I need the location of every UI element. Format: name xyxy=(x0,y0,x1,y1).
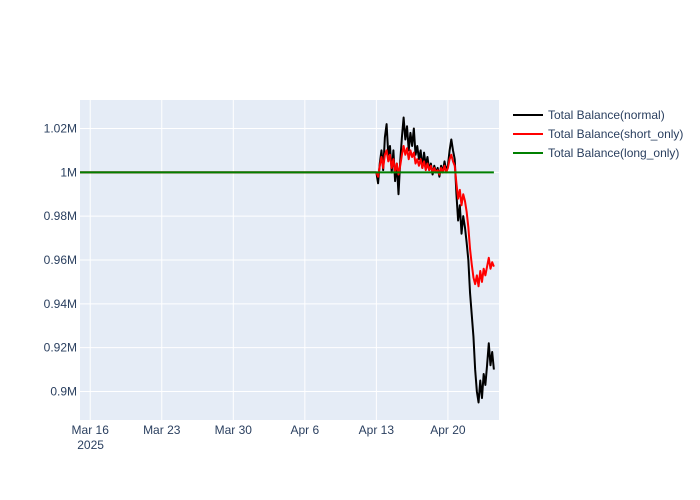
legend[interactable]: Total Balance(normal) Total Balance(short… xyxy=(513,108,683,160)
y-tick-label: 0.98M xyxy=(44,209,77,223)
legend-label: Total Balance(normal) xyxy=(548,108,665,122)
y-tick-label: 1.02M xyxy=(44,121,77,135)
gridlines xyxy=(80,100,499,420)
x-tick-label: Apr 6 xyxy=(290,423,319,437)
x-tick-label: Apr 20 xyxy=(430,423,466,437)
x-tick-label: Mar 16 xyxy=(72,423,110,437)
legend-label: Total Balance(long_only) xyxy=(548,146,679,160)
y-tick-label: 0.92M xyxy=(44,341,77,355)
legend-label: Total Balance(short_only) xyxy=(548,127,683,141)
y-tick-label: 1M xyxy=(60,165,77,179)
x-tick-label: Apr 13 xyxy=(359,423,395,437)
x-tick-label: Mar 30 xyxy=(215,423,253,437)
y-axis-ticks: 0.9M 0.92M 0.94M 0.96M 0.98M 1M 1.02M xyxy=(44,121,77,398)
y-tick-label: 0.9M xyxy=(50,385,77,399)
legend-item[interactable]: Total Balance(normal) xyxy=(513,108,665,122)
legend-item[interactable]: Total Balance(short_only) xyxy=(513,127,683,141)
x-tick-year-label: 2025 xyxy=(77,438,104,452)
legend-item[interactable]: Total Balance(long_only) xyxy=(513,146,679,160)
y-tick-label: 0.94M xyxy=(44,297,77,311)
series-lines xyxy=(80,116,495,404)
series-line-1 xyxy=(80,145,495,288)
y-tick-label: 0.96M xyxy=(44,253,77,267)
x-tick-label: Mar 23 xyxy=(143,423,181,437)
